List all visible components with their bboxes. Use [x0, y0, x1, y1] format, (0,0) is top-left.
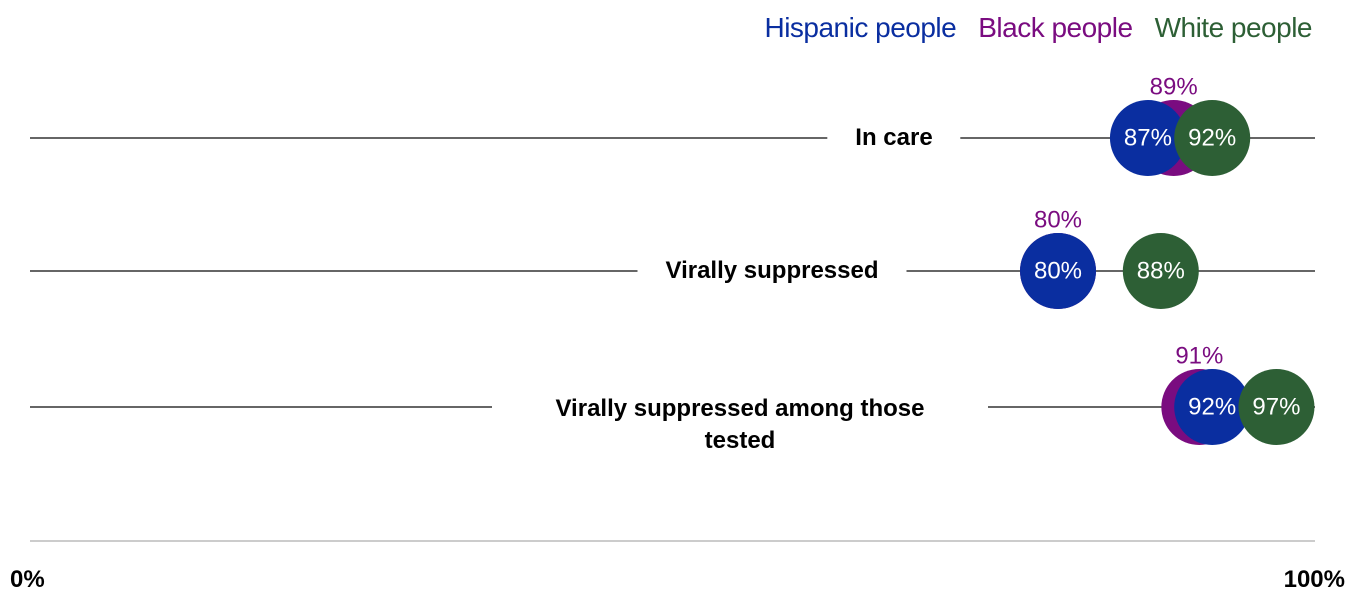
category-label: In care: [827, 122, 961, 154]
x-tick-label: 0%: [10, 566, 45, 593]
data-label: 97%: [1252, 393, 1300, 420]
data-label: 87%: [1124, 124, 1172, 151]
legend-entry: White people: [1154, 12, 1313, 43]
category-label: Virally suppressed: [637, 255, 907, 287]
category-label: Virally suppressed among those tested: [492, 393, 988, 457]
legend: Hispanic people Black people White people: [764, 12, 1312, 44]
dot: [1020, 233, 1096, 309]
dot: [1122, 233, 1199, 309]
data-label: 92%: [1188, 124, 1236, 151]
dot: [1174, 100, 1251, 176]
dot: [1174, 369, 1251, 445]
legend-entry: Black people: [978, 12, 1133, 43]
data-label: 92%: [1188, 393, 1236, 420]
data-label: 80%: [1034, 206, 1082, 233]
legend-entry: Hispanic people: [764, 12, 957, 43]
data-label: 89%: [1150, 73, 1198, 100]
dot: [1238, 369, 1315, 445]
data-label: 91%: [1175, 342, 1223, 369]
data-label: 88%: [1137, 257, 1185, 284]
x-tick-label: 100%: [1283, 566, 1345, 593]
data-label: 80%: [1034, 257, 1082, 284]
dot: [1109, 100, 1186, 176]
